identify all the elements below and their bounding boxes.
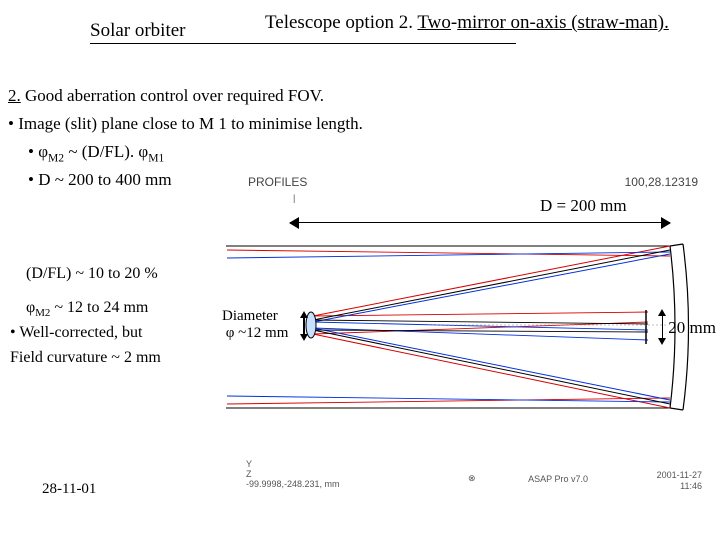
- diameter-label: Diameter φ ~12 mm: [222, 308, 288, 341]
- bottom-datetime: 2001-11-27 11:46: [657, 470, 702, 492]
- bottom-date: 2001-11-27: [657, 470, 702, 480]
- optical-diagram: PROFILES | 100,28.12319 D = 200 mm: [218, 190, 708, 490]
- profiles-label: PROFILES: [248, 175, 307, 189]
- phi-pre: • φ: [28, 142, 48, 161]
- phi-sub1: M2: [48, 151, 64, 164]
- d-arrow-line: [290, 222, 670, 223]
- title-pre: Telescope option 2.: [265, 12, 417, 33]
- twenty-mm-label: 20 mm: [668, 318, 716, 338]
- phi-mid: ~ (D/FL). φ: [64, 142, 148, 161]
- diameter-arrow-bot: [300, 334, 308, 341]
- twenty-arrow-bot: [658, 338, 666, 345]
- bullet-d-range: • D ~ 200 to 400 mm: [28, 170, 712, 190]
- left-column: (D/FL) ~ 10 to 20 % φM2 ~ 12 to 24 mm • …: [10, 258, 210, 374]
- point-2-label: 2.: [8, 86, 21, 105]
- phi-sub2: M1: [148, 151, 164, 164]
- dfl-percent: (D/FL) ~ 10 to 20 %: [26, 265, 210, 283]
- axis-labels: Y Z-99.9998,-248.231, mm: [246, 460, 340, 490]
- d-arrow: D = 200 mm: [290, 204, 670, 232]
- phim2-pre: φ: [26, 299, 35, 316]
- diameter-arrow-line: [303, 316, 305, 336]
- bottom-time: 11:46: [680, 481, 702, 491]
- diameter-line1: Diameter: [222, 308, 278, 324]
- d-arrow-head-right: [661, 217, 671, 229]
- asap-version: ASAP Pro v7.0: [528, 474, 588, 484]
- diameter-line2: φ ~12 mm: [226, 325, 289, 341]
- title-u2: mirror on-axis (straw-man).: [457, 12, 669, 33]
- content-region: 2. Good aberration control over required…: [8, 80, 712, 196]
- d-label: D = 200 mm: [540, 196, 627, 216]
- phim2-rest: ~ 12 to 24 mm: [50, 299, 148, 316]
- phi-m2-range: φM2 ~ 12 to 24 mm: [26, 299, 210, 317]
- page-date: 28-11-01: [42, 481, 96, 498]
- well-corrected: • Well-corrected, but: [10, 324, 210, 342]
- bullet-image-plane: • Image (slit) plane close to M 1 to min…: [8, 114, 712, 134]
- phim2-sub: M2: [35, 307, 50, 319]
- title-u1: Two: [417, 12, 451, 33]
- d-arrow-head-left: [289, 217, 299, 229]
- asap-symbol: ⊗: [468, 473, 476, 484]
- tiny-mark: |: [293, 193, 295, 203]
- optics-svg: [218, 232, 708, 422]
- point-2: 2. Good aberration control over required…: [8, 86, 712, 106]
- twenty-arrow-line: [662, 315, 664, 340]
- telescope-title: Telescope option 2. Two-mirror on-axis (…: [265, 12, 669, 34]
- point-2-text: Good aberration control over required FO…: [21, 86, 324, 105]
- bullet-phi: • φM2 ~ (D/FL). φM1: [28, 142, 712, 162]
- field-curvature: Field curvature ~ 2 mm: [10, 349, 210, 367]
- header: Solar orbiter Telescope option 2. Two-mi…: [90, 20, 680, 44]
- topright-number: 100,28.12319: [625, 175, 698, 189]
